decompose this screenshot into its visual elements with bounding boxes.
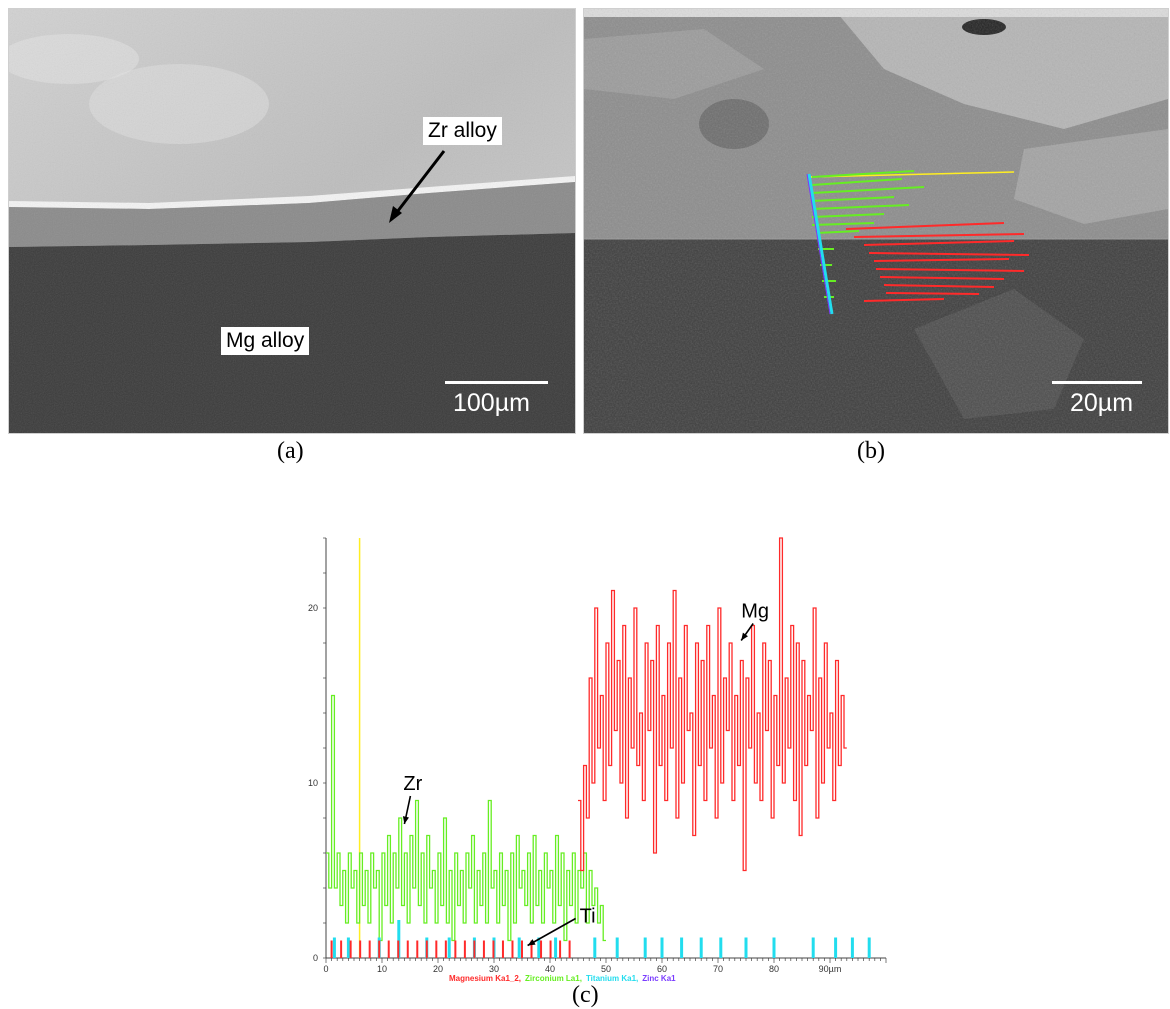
eds-linescan-chart: 0 10 20 30 40 50 60 70 80 90µm 0 10 20 Magnesium Ka1… xyxy=(308,537,887,983)
sem-image-a-graphic xyxy=(9,9,575,433)
sem-image-b-graphic xyxy=(584,9,1168,433)
annotation-zr: Zr xyxy=(403,773,422,795)
annotation-mg: Mg xyxy=(741,601,769,623)
y-tick-label: 0 xyxy=(313,953,318,963)
eds-overlay xyxy=(806,170,1030,315)
chart-ticks: 0 10 20 30 40 50 60 70 80 90µm 0 10 20 xyxy=(308,537,887,974)
arrow-zr-layer xyxy=(392,150,446,217)
sem-image-a: Zr alloy Mg alloy 100µm xyxy=(8,8,576,434)
scale-bar-a xyxy=(445,381,548,384)
x-tick-label: 80 xyxy=(769,964,779,974)
caption-b: (b) xyxy=(857,438,885,464)
sem-image-b: 20µm xyxy=(583,8,1169,434)
chart-legend: Magnesium Ka1_2, Zirconium La1, Titanium K… xyxy=(449,974,676,983)
x-tick-label: 90µm xyxy=(819,964,842,974)
legend-item: Zirconium La1, xyxy=(525,974,582,983)
caption-c: (c) xyxy=(572,982,599,1008)
arrow-zr-head xyxy=(402,816,409,824)
x-tick-label: 60 xyxy=(657,964,667,974)
x-tick-label: 30 xyxy=(489,964,499,974)
legend-item: Magnesium Ka1_2, xyxy=(449,974,521,983)
x-tick-label: 50 xyxy=(601,964,611,974)
y-tick-label: 20 xyxy=(308,603,318,613)
annotation-ti: Ti xyxy=(580,906,596,928)
legend-item: Titanium Ka1, xyxy=(586,974,638,983)
scale-label-a: 100µm xyxy=(453,389,530,417)
y-tick-label: 10 xyxy=(308,778,318,788)
x-tick-label: 40 xyxy=(545,964,555,974)
x-tick-label: 70 xyxy=(713,964,723,974)
scale-label-b: 20µm xyxy=(1070,389,1134,417)
chart-annotations: Mg Zr Ti xyxy=(402,601,769,947)
x-tick-label: 20 xyxy=(433,964,443,974)
series-zr-line xyxy=(326,694,606,942)
x-tick-label: 10 xyxy=(377,964,387,974)
label-mg-alloy: Mg alloy xyxy=(221,327,310,355)
arrow-mg-head xyxy=(741,632,748,641)
legend-item: Zinc Ka1 xyxy=(642,974,676,983)
chart-series xyxy=(326,537,871,958)
scale-bar-b xyxy=(1052,381,1142,384)
caption-a: (a) xyxy=(277,438,304,464)
series-mg-line xyxy=(578,537,847,872)
x-tick-label: 0 xyxy=(323,964,328,974)
label-zr-alloy: Zr alloy xyxy=(423,117,502,145)
arrow-ti-head xyxy=(527,939,536,946)
arrow-ti xyxy=(527,917,576,947)
